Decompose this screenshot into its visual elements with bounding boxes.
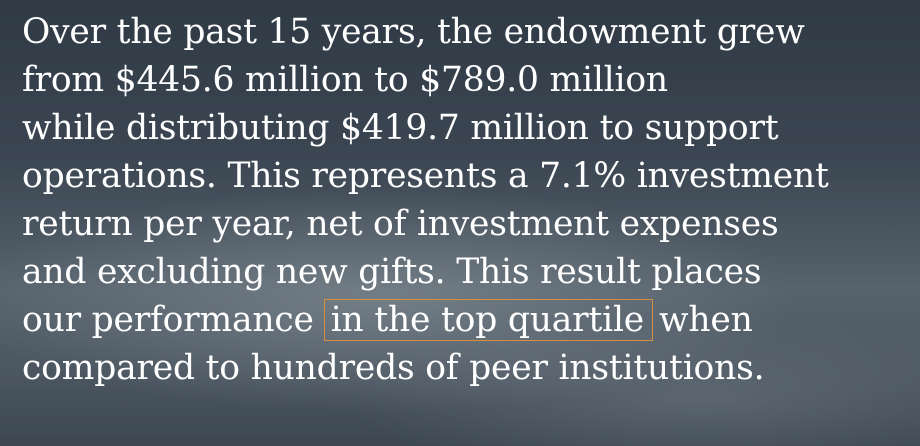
- paragraph: Over the past 15 years, the endowment gr…: [22, 8, 920, 296]
- text-line: and excluding new gifts. This result pla…: [22, 252, 762, 292]
- text-line: Over the past 15 years, the endowment gr…: [22, 12, 805, 52]
- highlight: in the top quartile: [323, 299, 654, 341]
- text: when: [659, 300, 753, 340]
- text-line: our performance in the top quartile when: [22, 296, 920, 344]
- text-line: from $445.6 million to $789.0 million: [22, 60, 668, 100]
- text-line: operations. This represents a 7.1% inves…: [22, 156, 829, 196]
- text-line: return per year, net of investment expen…: [22, 204, 779, 244]
- text: our performance: [22, 300, 314, 340]
- text-line: while distributing $419.7 million to sup…: [22, 108, 779, 148]
- text-line: compared to hundreds of peer institution…: [22, 348, 765, 388]
